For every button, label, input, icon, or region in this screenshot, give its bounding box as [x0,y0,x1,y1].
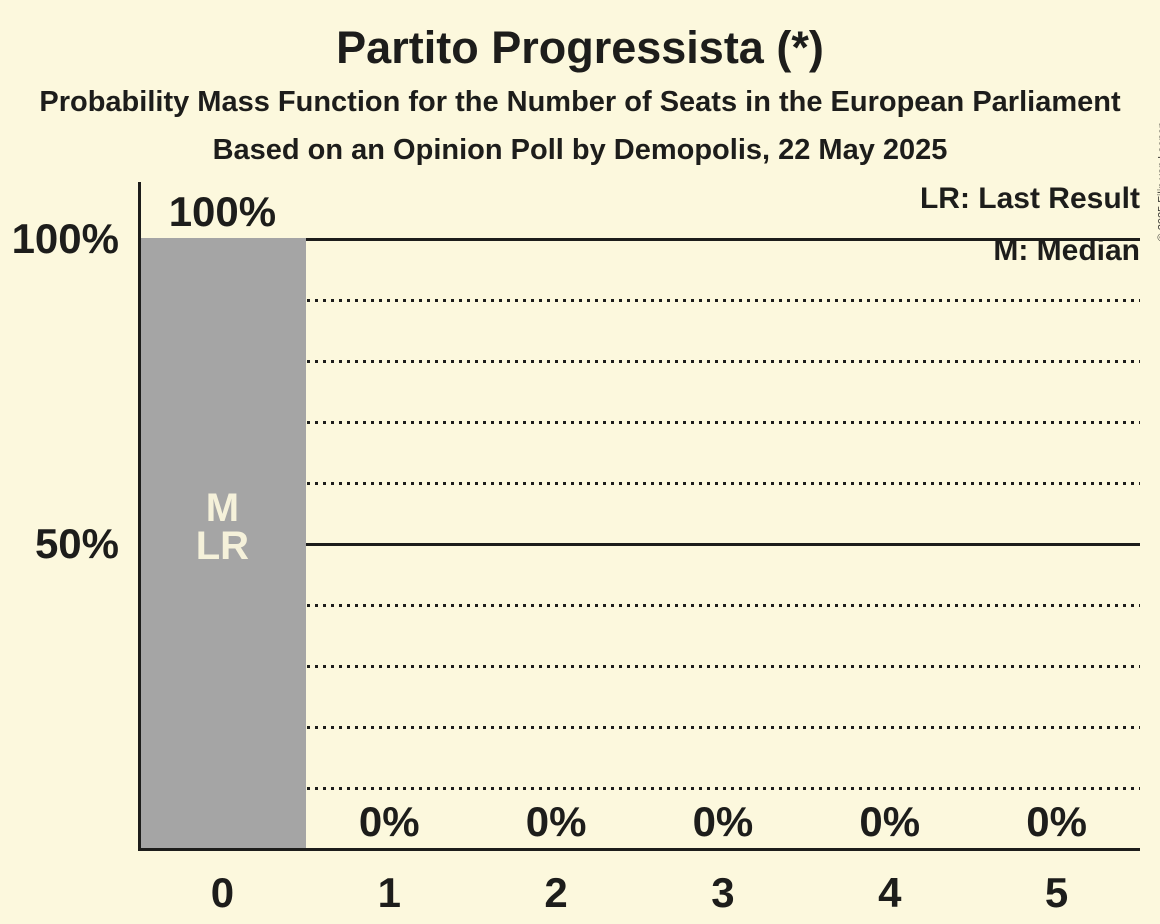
bar-annotation-seats-0: M LR [139,486,306,568]
chart-poll-source: Based on an Opinion Poll by Demopolis, 2… [212,134,948,166]
x-axis-line [137,848,1140,851]
legend-last-result: LR: Last Result [919,182,1140,215]
legend-median: M: Median [993,234,1140,267]
bar-seats-0 [139,238,306,848]
chart-subtitle: Probability Mass Function for the Number… [39,86,1121,118]
bar-value-label-3: 0% [692,798,754,845]
bar-value-label-0: 100% [168,188,277,235]
bar-annotation-line: LR [195,524,250,568]
gridline-solid-100pct [139,238,1140,241]
chart-title: Partito Progressista (*) [336,22,824,73]
y-axis-line [137,182,141,851]
gridline-dotted-30pct [139,665,1140,668]
gridline-dotted-10pct [139,787,1140,790]
bar-value-label-1: 0% [358,798,420,845]
x-tick-label-5: 5 [1044,869,1069,916]
x-tick-label-1: 1 [377,869,401,916]
y-tick-label-100pct: 100% [11,215,119,262]
y-tick-label-50pct: 50% [34,520,119,567]
x-tick-label-4: 4 [878,869,902,916]
x-tick-label-3: 3 [711,869,735,916]
bar-value-label-4: 0% [859,798,921,845]
x-tick-label-0: 0 [210,869,235,916]
gridline-dotted-80pct [139,360,1140,363]
gridline-dotted-90pct [139,299,1140,302]
gridline-dotted-60pct [139,482,1140,485]
gridline-solid-50pct [139,543,1140,546]
bar-annotation-line: M [205,486,240,530]
gridline-dotted-40pct [139,604,1140,607]
gridline-dotted-20pct [139,726,1140,729]
bar-value-label-5: 0% [1026,798,1087,845]
copyright-notice: © 2025 Filip van Laenen [1156,122,1160,241]
bar-value-label-2: 0% [525,798,587,845]
gridline-dotted-70pct [139,421,1140,424]
x-tick-label-2: 2 [544,869,568,916]
